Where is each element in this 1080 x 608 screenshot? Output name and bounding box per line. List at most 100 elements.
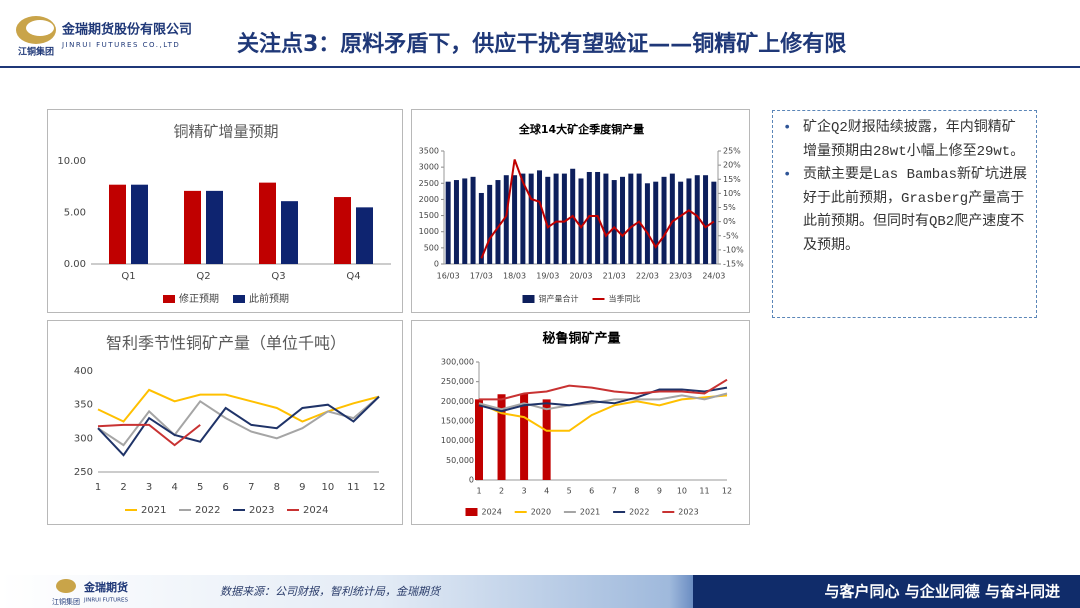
y2-tick-label: 5% bbox=[723, 203, 736, 212]
bar bbox=[453, 180, 459, 264]
x-tick-label: 17/03 bbox=[470, 272, 493, 281]
bar bbox=[497, 394, 506, 480]
header: 江铜集团 金瑞期货股份有限公司 JINRUI FUTURES CO.,LTD 关… bbox=[0, 16, 1080, 68]
line bbox=[480, 159, 715, 259]
legend-label: 修正预期 bbox=[179, 292, 219, 305]
y-tick-label: 0 bbox=[469, 476, 474, 485]
x-tick-label: 20/03 bbox=[569, 272, 592, 281]
x-tick-label: 7 bbox=[248, 482, 254, 493]
line bbox=[478, 386, 728, 413]
bar bbox=[512, 175, 518, 264]
y-tick-label: 3500 bbox=[419, 147, 439, 156]
bar bbox=[487, 184, 493, 264]
chart: 铜精矿增量预期 0.00 5.00 10.00 Q1 Q2 Q3 Q4 修正预期 此前预期 bbox=[57, 123, 391, 305]
y-tick-label: 2500 bbox=[419, 179, 439, 188]
bar bbox=[281, 201, 298, 264]
x-tick-label: 6 bbox=[223, 482, 229, 493]
legend-label: 铜产量合计 bbox=[539, 294, 579, 304]
y2-tick-label: 20% bbox=[723, 161, 741, 170]
y-tick-label: 400 bbox=[74, 366, 93, 377]
y2-tick-label: 0% bbox=[723, 217, 736, 226]
x-tick-label: 10 bbox=[322, 482, 335, 493]
x-tick-label: 10 bbox=[677, 487, 687, 496]
y-tick-label: 300,000 bbox=[441, 358, 474, 367]
legend-label: 2023 bbox=[249, 505, 274, 516]
chart-panel: 铜精矿增量预期 0.00 5.00 10.00 Q1 Q2 Q3 Q4 修正预期 此前预期 bbox=[47, 109, 403, 313]
y-tick-label: 150,000 bbox=[441, 417, 474, 426]
line bbox=[97, 395, 380, 447]
chart-title: 铜精矿增量预期 bbox=[173, 123, 278, 141]
chart-panel: 全球14大矿企季度铜产量 0 500 1000 1500 2000 2500 3000 3500… bbox=[411, 109, 750, 313]
x-tick-label: 4 bbox=[544, 487, 549, 496]
x-tick-label: 22/03 bbox=[636, 272, 659, 281]
y-tick-label: 350 bbox=[74, 400, 93, 411]
bar bbox=[661, 176, 667, 264]
x-tick-label: 2 bbox=[120, 482, 126, 493]
x-tick-label: 24/03 bbox=[702, 272, 725, 281]
legend-label: 2021 bbox=[141, 505, 166, 516]
legend-swatch bbox=[233, 295, 245, 303]
footer-group: 江铜集团 bbox=[52, 597, 80, 606]
company-en: JINRUI FUTURES CO.,LTD bbox=[61, 41, 180, 49]
line bbox=[97, 423, 201, 447]
notes-list: 矿企Q2财报陆续披露，年内铜精矿增量预期由28wt小幅上修至29wt。 贡献主要… bbox=[779, 117, 1028, 258]
legend-swatch bbox=[465, 508, 478, 516]
x-tick-label: 11 bbox=[347, 482, 360, 493]
footer-dark bbox=[693, 575, 1080, 608]
bar bbox=[131, 184, 148, 264]
company-name: 金瑞期货股份有限公司 bbox=[61, 22, 192, 38]
legend-label: 2021 bbox=[580, 508, 600, 517]
x-tick-label: 3 bbox=[522, 487, 527, 496]
x-tick-label: Q3 bbox=[271, 271, 285, 282]
bar bbox=[520, 393, 529, 480]
bar bbox=[611, 180, 617, 264]
x-tick-label: 1 bbox=[95, 482, 101, 493]
y-tick-label: 0 bbox=[434, 260, 439, 269]
x-tick-label: 4 bbox=[171, 482, 177, 493]
x-tick-label: 19/03 bbox=[536, 272, 559, 281]
legend-swatch bbox=[163, 295, 175, 303]
x-tick-label: 12 bbox=[722, 487, 732, 496]
y2-tick-label: -5% bbox=[723, 231, 739, 240]
bar bbox=[586, 171, 592, 264]
bar bbox=[184, 190, 201, 264]
y-tick-label: 3000 bbox=[419, 163, 439, 172]
legend-label: 2024 bbox=[303, 505, 328, 516]
y-tick-label: 2000 bbox=[419, 195, 439, 204]
bar bbox=[445, 181, 451, 264]
bar bbox=[356, 207, 373, 264]
bar bbox=[644, 183, 650, 264]
bar bbox=[561, 173, 567, 264]
bar bbox=[620, 176, 626, 264]
x-tick-label: Q4 bbox=[346, 271, 360, 282]
footer-brand-en: JINRUI FUTURES bbox=[83, 598, 128, 604]
bar bbox=[542, 399, 551, 480]
x-tick-label: 3 bbox=[146, 482, 152, 493]
y-tick-label: 0.00 bbox=[64, 259, 86, 270]
legend-label: 当季同比 bbox=[609, 294, 641, 304]
bar bbox=[694, 175, 700, 264]
x-tick-label: 9 bbox=[657, 487, 662, 496]
legend-label: 2020 bbox=[531, 508, 551, 517]
x-tick-label: 16/03 bbox=[437, 272, 460, 281]
line bbox=[478, 394, 728, 432]
legend-label: 2023 bbox=[678, 508, 698, 517]
bar bbox=[334, 197, 351, 264]
x-tick-label: 23/03 bbox=[669, 272, 692, 281]
y-tick-label: 250 bbox=[74, 467, 93, 478]
x-tick-label: 5 bbox=[197, 482, 203, 493]
note: 贡献主要是Las Bambas新矿坑进展好于此前预期，Grasberg产量高于此… bbox=[783, 164, 1028, 258]
group-name: 江铜集团 bbox=[18, 46, 54, 58]
bar bbox=[520, 173, 526, 264]
x-tick-label: 6 bbox=[589, 487, 594, 496]
bar bbox=[678, 181, 684, 264]
bar bbox=[545, 176, 551, 264]
x-tick-label: 21/03 bbox=[603, 272, 626, 281]
chart-panel: 智利季节性铜矿产量（单位千吨） 250 300 350 400 1 2 3 4 5 6 7 8 9 10 11… bbox=[47, 320, 403, 525]
x-tick-label: 11 bbox=[699, 487, 709, 496]
bar bbox=[478, 192, 484, 264]
bar bbox=[636, 173, 642, 264]
y-tick-label: 10.00 bbox=[57, 156, 86, 167]
